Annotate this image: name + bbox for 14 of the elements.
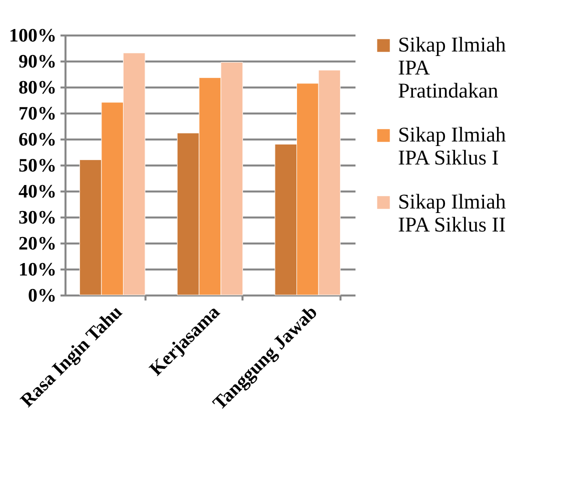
y-tick-label: 70% [18,104,56,124]
y-tick-label: 40% [18,182,56,202]
y-tick-label: 100% [9,26,56,46]
y-tick-label: 10% [18,260,56,280]
y-tick-label: 80% [18,78,56,98]
legend-label: Sikap Ilmiah IPA Siklus II [398,190,506,236]
y-tick-label: 50% [18,156,56,176]
legend-label: Sikap Ilmiah IPA Siklus I [398,122,506,170]
legend-label: Sikap Ilmiah IPA Pratindakan [398,32,506,102]
y-tick-label: 60% [18,130,56,150]
y-tick-label: 0% [28,286,56,306]
y-tick-label: 90% [18,52,56,72]
y-tick-label: 20% [18,234,56,254]
y-tick-label: 30% [18,208,56,228]
